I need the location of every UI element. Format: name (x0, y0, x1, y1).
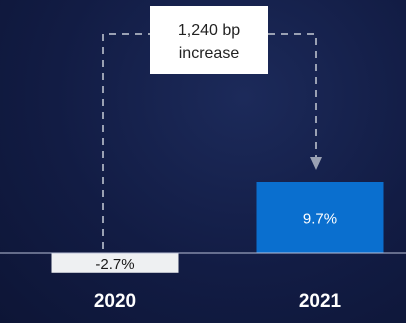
category-labels: 2020 2021 (94, 291, 342, 312)
category-label-2020: 2020 (94, 291, 136, 312)
increase-callout: 1,240 bp increase (150, 6, 268, 74)
bars (51, 182, 384, 273)
connector-right-segment (268, 33, 317, 157)
bar-2021 (256, 182, 384, 253)
connector-left-segment (102, 33, 150, 249)
increase-connector (102, 33, 322, 249)
value-labels: -2.7% 9.7% (95, 211, 337, 273)
value-label-2021: 9.7% (303, 211, 337, 228)
bar-2020 (51, 253, 179, 273)
callout-box (150, 6, 268, 74)
value-label-2020: -2.7% (95, 256, 134, 273)
connector-arrowhead (310, 157, 322, 170)
callout-text-line-1: 1,240 bp (178, 22, 240, 39)
category-label-2021: 2021 (299, 291, 342, 312)
callout-text-line-2: increase (179, 45, 240, 62)
